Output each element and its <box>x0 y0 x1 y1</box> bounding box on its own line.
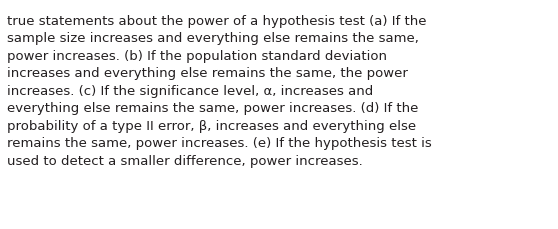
Text: true statements about the power of a hypothesis test (a) If the
sample size incr: true statements about the power of a hyp… <box>7 15 431 167</box>
